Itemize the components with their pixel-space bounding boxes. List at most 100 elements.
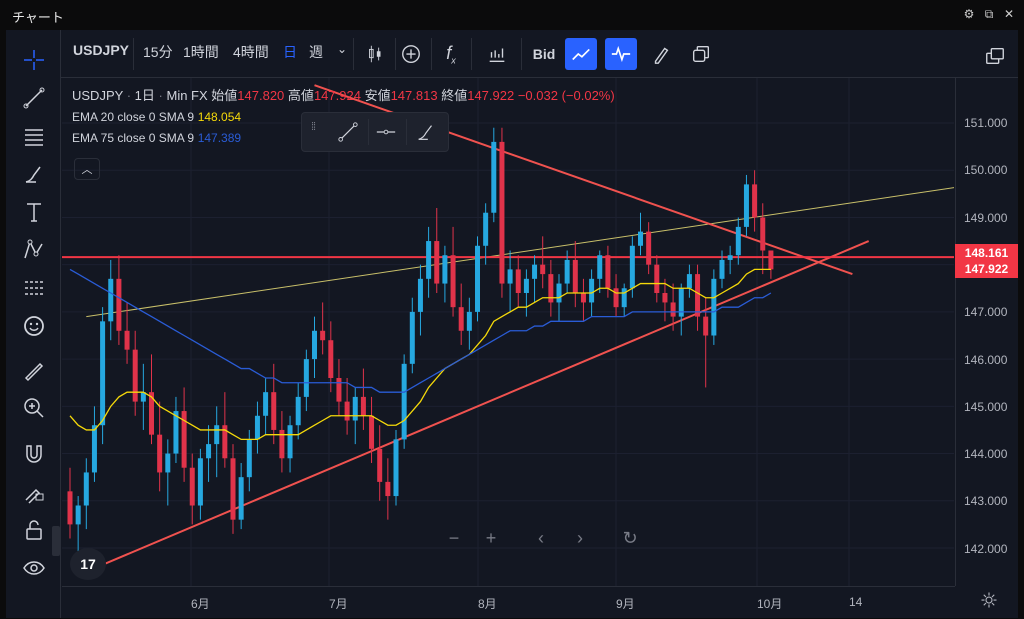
legend-collapse-button[interactable]: ︿ (74, 158, 100, 180)
drag-handle-icon[interactable]: ⁞⁞ (311, 121, 316, 133)
eye-icon[interactable] (20, 554, 48, 582)
fib-icon[interactable] (20, 122, 48, 150)
high-value: 147.924 (313, 88, 361, 103)
pulse-mode-icon[interactable] (605, 38, 637, 70)
price-axis-label: 147.000 (964, 305, 1008, 320)
candle-body (662, 293, 668, 303)
floating-drawing-toolbar: ⁞⁞ (301, 112, 449, 152)
scroll-right-button[interactable]: › (577, 528, 583, 548)
candle-body (173, 411, 179, 454)
chevron-down-icon[interactable]: ⌄ (337, 42, 348, 56)
time-axis-label: 14 (849, 595, 863, 609)
popout-icon[interactable]: ⧉ (984, 7, 994, 21)
candle-body (719, 259, 725, 279)
candle-body (515, 269, 521, 293)
zoom-in-icon[interactable] (20, 394, 48, 422)
interval-1h[interactable]: 1時間 (183, 44, 219, 60)
interval-1w[interactable]: 週 (309, 44, 323, 60)
ohlc-row: USDJPY · 1日 · Min FX 始値147.820 高値147.924… (72, 88, 615, 103)
interval-4h[interactable]: 4時間 (233, 44, 269, 60)
candle-body (393, 439, 399, 497)
legend-symbol: USDJPY (72, 88, 124, 103)
forecast-icon[interactable] (20, 274, 48, 302)
candle-body (491, 141, 497, 213)
candle-body (621, 288, 627, 308)
close-value: 147.922 (467, 88, 515, 103)
legend-interval: 1日 (134, 88, 155, 103)
time-axis-label: 10月 (757, 597, 783, 611)
ema75-row[interactable]: EMA 75 close 0 SMA 9 147.389 (72, 127, 615, 148)
ema20-row[interactable]: EMA 20 close 0 SMA 9 148.054 (72, 106, 615, 127)
add-indicator-icon[interactable] (395, 38, 427, 70)
ema75-label: EMA 75 close 0 SMA 9 (72, 131, 195, 145)
candle-body (344, 401, 350, 421)
candle-body (589, 278, 595, 303)
interval-1d[interactable]: 日 (283, 44, 297, 60)
multi-window-icon[interactable] (979, 40, 1011, 72)
close-icon[interactable]: ✕ (1003, 7, 1015, 21)
text-icon[interactable] (20, 198, 48, 226)
symbol-button[interactable]: USDJPY (73, 42, 130, 58)
ruler-icon[interactable] (20, 358, 48, 386)
candle-body (271, 392, 277, 430)
trend-line (86, 187, 954, 318)
clear-drawings-icon[interactable] (645, 38, 677, 70)
candle-body (206, 444, 212, 459)
candle-body (360, 396, 366, 416)
trendline-icon[interactable] (20, 84, 48, 112)
crosshair-icon[interactable] (20, 46, 48, 74)
candle-body (181, 411, 187, 468)
ema-line-ema75 (69, 268, 772, 393)
ema75-value: 147.389 (197, 131, 242, 145)
brush-icon[interactable] (20, 160, 48, 188)
zoom-in-button[interactable]: + (485, 528, 497, 548)
brush-tool-icon[interactable] (412, 118, 440, 146)
time-axis[interactable] (62, 586, 955, 619)
pattern-icon[interactable] (20, 236, 48, 264)
candle-body (695, 274, 701, 317)
lock-icon[interactable] (20, 516, 48, 544)
window-controls: ⚙ ⧉ ✕ (962, 7, 1016, 21)
candle-body (540, 264, 546, 275)
candle-body (727, 255, 733, 260)
candle-body (279, 429, 285, 459)
indicators-fx-icon[interactable]: fx (446, 42, 456, 66)
toolbar-collapse-handle[interactable] (52, 526, 60, 556)
candle-body (385, 481, 391, 497)
candle-body (580, 293, 586, 303)
magnet-icon[interactable] (20, 440, 48, 468)
candle-body (605, 255, 611, 289)
window-titlebar: チャート ⚙ ⧉ ✕ (0, 0, 1024, 30)
reset-chart-icon[interactable]: ↻ (622, 528, 638, 548)
price-axis[interactable] (955, 78, 1019, 586)
candle-body (417, 278, 423, 312)
layouts-icon[interactable] (685, 38, 717, 70)
candle-body (532, 264, 538, 279)
candle-body (401, 363, 407, 440)
candle-body (75, 505, 81, 525)
lock-draw-icon[interactable] (20, 478, 48, 506)
trend-line (85, 240, 870, 573)
compare-icon[interactable] (481, 38, 513, 70)
bid-button[interactable]: Bid (532, 46, 556, 62)
scroll-left-button[interactable]: ‹ (538, 528, 544, 548)
candle-body (711, 278, 717, 336)
candle-body (442, 255, 448, 284)
trendline-tool-icon[interactable] (334, 118, 362, 146)
candle-body (67, 491, 73, 525)
trend-mode-icon[interactable] (565, 38, 597, 70)
emoji-icon[interactable] (20, 312, 48, 340)
candle-body (328, 340, 334, 378)
candles-icon[interactable] (359, 38, 391, 70)
horizontal-ray-icon[interactable] (372, 118, 400, 146)
interval-15m[interactable]: 15分 (143, 44, 173, 60)
chart-settings-icon[interactable] (980, 591, 998, 609)
settings-icon[interactable]: ⚙ (963, 7, 975, 21)
price-chart[interactable] (62, 78, 954, 586)
candle-body (189, 467, 195, 506)
candle-body (564, 259, 570, 284)
candle-body (238, 477, 244, 520)
candle-body (572, 259, 578, 293)
price-axis-label: 146.000 (964, 352, 1008, 367)
zoom-out-button[interactable]: − (448, 528, 460, 548)
